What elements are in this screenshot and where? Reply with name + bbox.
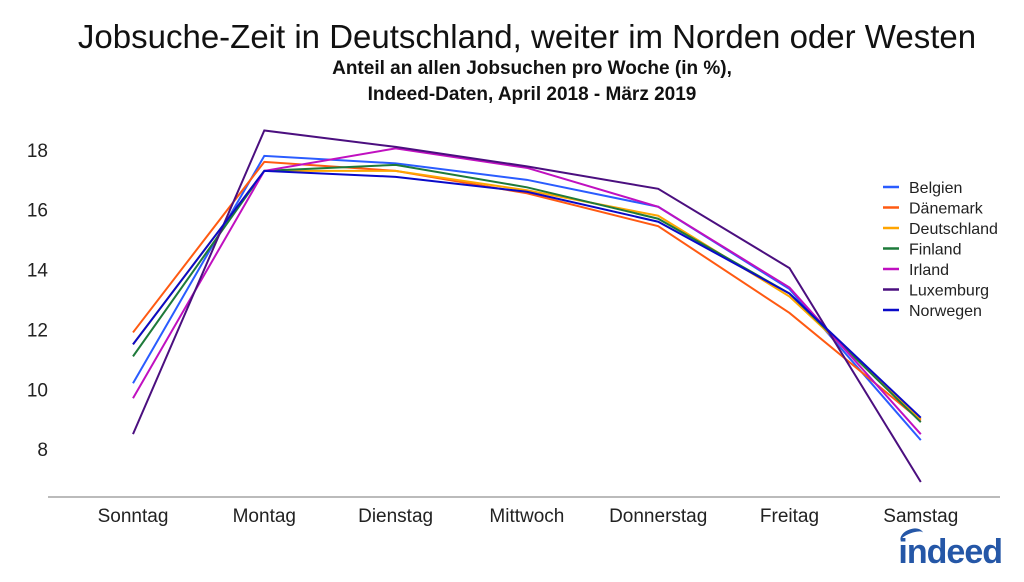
legend-label: Belgien (909, 180, 962, 197)
x-tick-label: Freitag (760, 506, 819, 527)
series-line-finland (132, 163, 922, 423)
x-tick-label: Donnerstag (609, 506, 707, 527)
y-tick-label: 16 (27, 201, 48, 222)
x-tick-label: Dienstag (358, 506, 433, 527)
y-tick-label: 18 (27, 141, 48, 162)
indeed-logo: indeed (898, 525, 1003, 572)
y-tick-label: 10 (27, 380, 48, 401)
x-tick-label: Mittwoch (489, 506, 564, 527)
series-line-belgien (132, 154, 922, 441)
x-tick-label: Samstag (883, 506, 958, 527)
legend-label: Irland (909, 262, 949, 279)
legend-label: Deutschland (909, 221, 998, 238)
y-tick-label: 8 (37, 440, 48, 461)
series-line-deutschland (132, 169, 922, 420)
series-line-luxemburg (132, 129, 922, 483)
chart-title: Jobsuche-Zeit in Deutschland, weiter im … (77, 18, 977, 55)
legend-label: Norwegen (909, 303, 982, 320)
series-line-norwegen (132, 169, 922, 419)
y-tick-label: 12 (27, 320, 48, 341)
legend-label: Luxemburg (909, 283, 989, 300)
x-tick-label: Sonntag (98, 506, 169, 527)
chart-subtitle-line-2: Indeed-Daten, April 2018 - März 2019 (367, 84, 697, 105)
y-tick-label: 14 (27, 261, 49, 282)
legend-label: Dänemark (909, 201, 984, 218)
chart-subtitle-line-1: Anteil an allen Jobsuchen pro Woche (in … (332, 58, 732, 79)
series-line-dänemark (132, 160, 922, 422)
x-tick-label: Montag (233, 506, 296, 527)
legend-label: Finland (909, 242, 961, 259)
